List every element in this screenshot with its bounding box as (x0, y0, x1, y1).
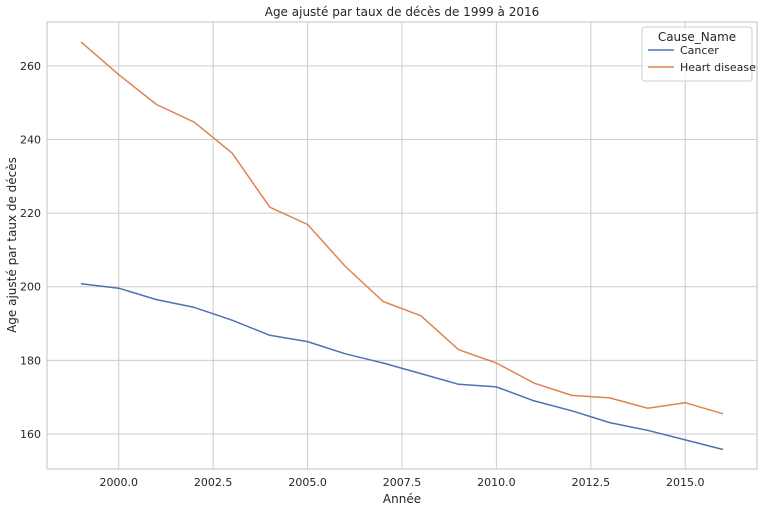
y-axis-label: Age ajusté par taux de décès (5, 157, 19, 333)
legend-label: Cancer (680, 44, 719, 57)
x-tick-label: 2007.5 (383, 476, 422, 489)
x-axis-label: Année (383, 492, 421, 506)
grid-lines (47, 22, 757, 469)
x-axis-ticks: 2000.0 2002.5 2005.0 2007.5 2010.0 2012.5 2015… (100, 476, 705, 489)
series-line-cancer (80, 283, 724, 451)
legend-entries: Cancer Heart disease (648, 44, 756, 74)
y-axis-ticks: 160 180 200 220 240 260 (20, 60, 41, 441)
y-tick-label: 200 (20, 281, 41, 294)
y-tick-label: 160 (20, 428, 41, 441)
series-lines (80, 41, 724, 451)
x-tick-label: 2012.5 (572, 476, 611, 489)
legend-title: Cause_Name (658, 30, 736, 44)
x-tick-label: 2002.5 (194, 476, 233, 489)
x-tick-label: 2015.0 (666, 476, 705, 489)
series-line-heart-disease (80, 41, 724, 415)
x-tick-label: 2000.0 (100, 476, 139, 489)
x-tick-label: 2010.0 (477, 476, 516, 489)
y-tick-label: 180 (20, 354, 41, 367)
x-tick-label: 2005.0 (288, 476, 327, 489)
axes-border (46, 21, 758, 470)
y-tick-label: 260 (20, 60, 41, 73)
legend: Cause_Name Cancer Heart disease (641, 26, 756, 82)
legend-label: Heart disease (680, 61, 756, 74)
y-tick-label: 240 (20, 133, 41, 146)
axes-frame (46, 21, 758, 470)
chart-title: Age ajusté par taux de décès de 1999 à 2… (265, 5, 540, 19)
y-tick-label: 220 (20, 207, 41, 220)
